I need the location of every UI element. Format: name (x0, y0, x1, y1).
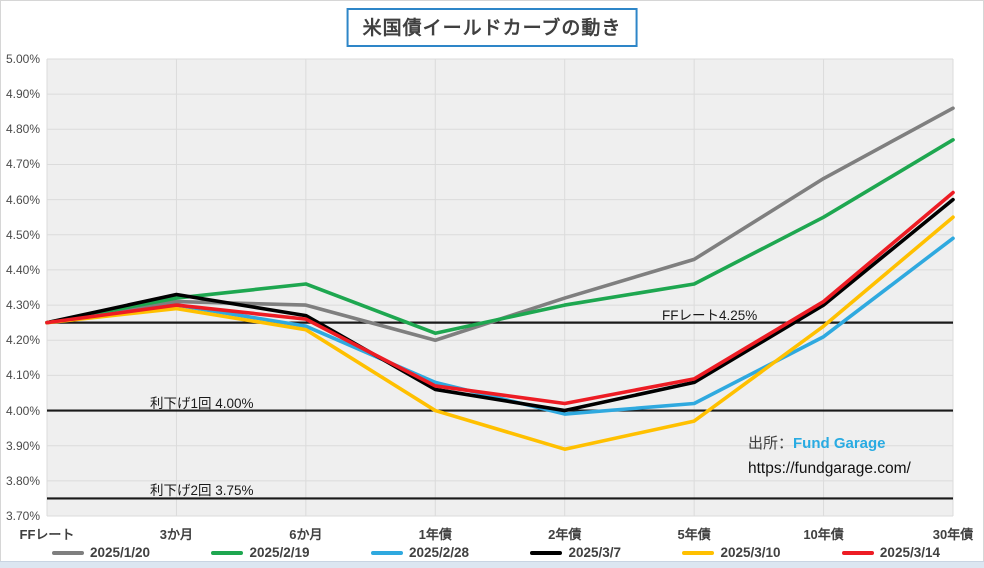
reference-line-label: FFレート4.25% (662, 307, 758, 323)
x-tick-label: 30年債 (932, 527, 974, 542)
legend-swatch-icon (530, 550, 563, 555)
legend-label: 2025/1/20 (90, 545, 151, 560)
legend-swatch-icon (370, 550, 403, 555)
y-tick-label: 4.70% (5, 157, 40, 172)
legend-label: 2025/2/28 (408, 545, 470, 560)
x-tick-label: 5年債 (677, 527, 711, 542)
y-tick-label: 4.90% (5, 87, 40, 102)
legend-swatch-icon (682, 550, 715, 555)
x-tick-label: 3か月 (159, 527, 194, 542)
legend-item: 2025/3/7 (530, 545, 621, 560)
y-tick-label: 3.90% (5, 438, 40, 453)
legend-swatch-icon (52, 550, 84, 555)
reference-line-label: 利下げ1回 4.00% (150, 395, 254, 411)
y-tick-label: 4.30% (5, 298, 40, 313)
y-tick-label: 3.70% (5, 509, 40, 523)
source-name: Fund Garage (793, 435, 886, 452)
legend-label: 2025/3/10 (720, 545, 781, 560)
source-prefix: 出所： (748, 435, 794, 452)
plot-area (47, 59, 953, 516)
x-tick-label: FFレート (19, 527, 75, 542)
y-tick-label: 4.20% (5, 333, 40, 348)
source-line: 出所：Fund Garage (748, 432, 911, 453)
legend-swatch-icon (841, 550, 874, 555)
y-tick-label: 4.40% (5, 262, 40, 277)
x-tick-label: 1年債 (418, 527, 452, 542)
series-line-2025-2-19 (45, 138, 955, 336)
series-line-2025-3-7 (45, 197, 955, 413)
series-line-2025-3-14 (45, 190, 955, 406)
legend: 2025/1/20 2025/2/19 2025/2/28 2025/3/7 2025/… (52, 545, 940, 560)
x-tick-label: 6か月 (289, 527, 323, 542)
legend-swatch-icon (211, 550, 244, 555)
y-tick-label: 4.50% (5, 227, 40, 242)
legend-label: 2025/3/7 (568, 545, 622, 560)
y-tick-label: 4.00% (5, 403, 40, 418)
legend-item: 2025/3/10 (682, 545, 781, 560)
x-tick-label: 10年債 (803, 527, 844, 542)
reference-line-label: 利下げ2回 3.75% (150, 483, 254, 499)
y-tick-label: 4.60% (5, 192, 40, 207)
y-tick-label: 4.80% (5, 122, 40, 137)
legend-item: 2025/1/20 (52, 545, 150, 560)
source-block: 出所：Fund Garage https://fundgarage.com/ (748, 432, 911, 478)
legend-label: 2025/3/14 (879, 545, 940, 560)
y-tick-label: 5.00% (5, 52, 40, 66)
series-line-2025-3-10 (45, 215, 955, 452)
y-tick-label: 4.10% (5, 368, 40, 383)
source-url: https://fundgarage.com/ (748, 460, 911, 477)
legend-item: 2025/2/19 (211, 545, 310, 560)
legend-item: 2025/3/14 (841, 545, 940, 560)
bottom-strip (0, 561, 984, 568)
legend-label: 2025/2/19 (249, 545, 310, 560)
chart-title: 米国債イールドカーブの動き (346, 8, 638, 47)
y-tick-label: 3.80% (5, 473, 40, 488)
legend-item: 2025/2/28 (370, 545, 470, 560)
x-tick-label: 2年債 (548, 527, 582, 542)
